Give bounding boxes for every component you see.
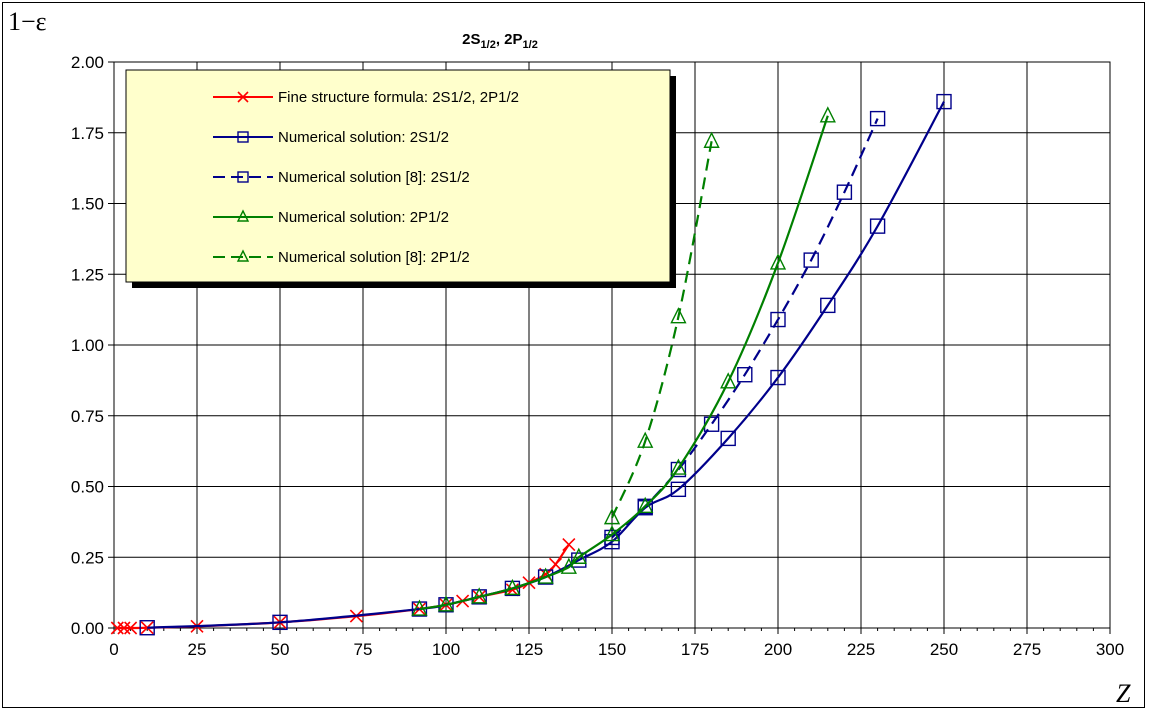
point-marker-triangle (560, 557, 577, 574)
point-marker-triangle (504, 578, 521, 596)
point-marker-triangle (670, 307, 687, 324)
point-marker-square (237, 131, 249, 143)
series-4 (411, 106, 836, 616)
point-marker-square (720, 430, 736, 447)
x-tick-label: 50 (271, 640, 290, 659)
y-tick-label: 0.00 (71, 619, 104, 638)
legend-label: Fine structure formula: 2S1/2, 2P1/2 (278, 89, 519, 106)
point-marker-square (237, 171, 249, 183)
point-marker-square (869, 218, 886, 234)
x-tick-label: 150 (598, 640, 626, 659)
point-marker-triangle (411, 599, 428, 616)
legend: Fine structure formula: 2S1/2, 2P1/2 Nume… (125, 69, 676, 288)
x-tick-label: 100 (432, 640, 460, 659)
y-tick-label: 0.75 (71, 407, 104, 426)
point-marker-triangle (703, 131, 720, 148)
point-marker-triangle (236, 209, 250, 222)
y-tick-label: 2.00 (71, 53, 104, 72)
point-marker-square (770, 369, 786, 386)
series-group (110, 93, 952, 636)
legend-item: Numerical solution: 2P1/2 (213, 209, 449, 226)
y-tick-label: 1.75 (71, 124, 104, 143)
point-marker-triangle (471, 587, 488, 604)
x-tick-label: 175 (681, 640, 709, 659)
x-axis-label: Z (1116, 679, 1131, 708)
point-marker-triangle (670, 458, 687, 475)
legend-item: Numerical solution [8]: 2S1/2 (213, 169, 470, 186)
point-marker-square (139, 620, 155, 636)
point-marker-x (562, 537, 576, 552)
y-tick-label: 1.00 (71, 336, 104, 355)
point-marker-x (110, 621, 124, 635)
x-tick-label: 225 (847, 640, 875, 659)
x-tick-label: 75 (354, 640, 373, 659)
point-marker-square (836, 184, 853, 200)
legend-label: Numerical solution [8]: 2S1/2 (278, 169, 470, 186)
series-5 (603, 131, 720, 525)
point-marker-square (820, 297, 836, 314)
x-tick-label: 0 (109, 640, 118, 659)
point-marker-triangle (637, 496, 654, 514)
series-line (610, 141, 713, 519)
point-marker-triangle (769, 253, 787, 270)
point-marker-triangle (637, 431, 654, 448)
y-tick-label: 1.25 (71, 265, 104, 284)
point-marker-x (117, 621, 131, 635)
point-marker-triangle (437, 595, 455, 612)
point-marker-triangle (603, 525, 621, 542)
x-tick-label: 300 (1096, 640, 1124, 659)
point-marker-x (237, 91, 249, 103)
y-axis-label: 1−ε (8, 7, 47, 36)
legend-item: Numerical solution [8]: 2P1/2 (213, 249, 470, 266)
point-marker-square (869, 110, 886, 127)
point-marker-square (571, 552, 587, 568)
point-marker-triangle (819, 106, 836, 123)
y-tick-label: 1.50 (71, 195, 104, 214)
y-tick-label: 0.50 (71, 478, 104, 497)
point-marker-triangle (720, 372, 737, 389)
point-marker-x (124, 621, 138, 635)
point-marker-triangle (603, 508, 621, 525)
point-marker-square (670, 461, 687, 478)
x-tick-label: 125 (515, 640, 543, 659)
chart-title: 2S1/2, 2P1/2 (462, 31, 538, 51)
legend-label: Numerical solution: 2P1/2 (278, 209, 449, 226)
x-tick-label: 250 (930, 640, 958, 659)
point-marker-square (936, 93, 952, 110)
point-marker-x (548, 557, 563, 571)
point-marker-square (670, 481, 687, 498)
legend-item: Numerical solution: 2S1/2 (213, 129, 449, 146)
point-marker-triangle (570, 547, 587, 564)
point-marker-triangle (236, 249, 250, 262)
x-tick-label: 25 (188, 640, 207, 659)
x-tick-label: 200 (764, 640, 792, 659)
point-marker-square (737, 367, 753, 383)
point-marker-square (272, 614, 288, 631)
point-marker-square (803, 252, 819, 268)
axes: 0 25 50 75 100 125 150 175 200 225 250 275 300 0.00 0.… (71, 53, 1124, 659)
x-tick-label: 275 (1013, 640, 1041, 659)
point-marker-square (770, 311, 786, 328)
legend-item: Fine structure formula: 2S1/2, 2P1/2 (213, 89, 519, 106)
legend-label: Numerical solution [8]: 2P1/2 (278, 249, 470, 266)
point-marker-square (604, 529, 620, 546)
y-tick-label: 0.25 (71, 548, 104, 567)
point-marker-triangle (537, 567, 554, 584)
legend-label: Numerical solution: 2S1/2 (278, 129, 449, 146)
